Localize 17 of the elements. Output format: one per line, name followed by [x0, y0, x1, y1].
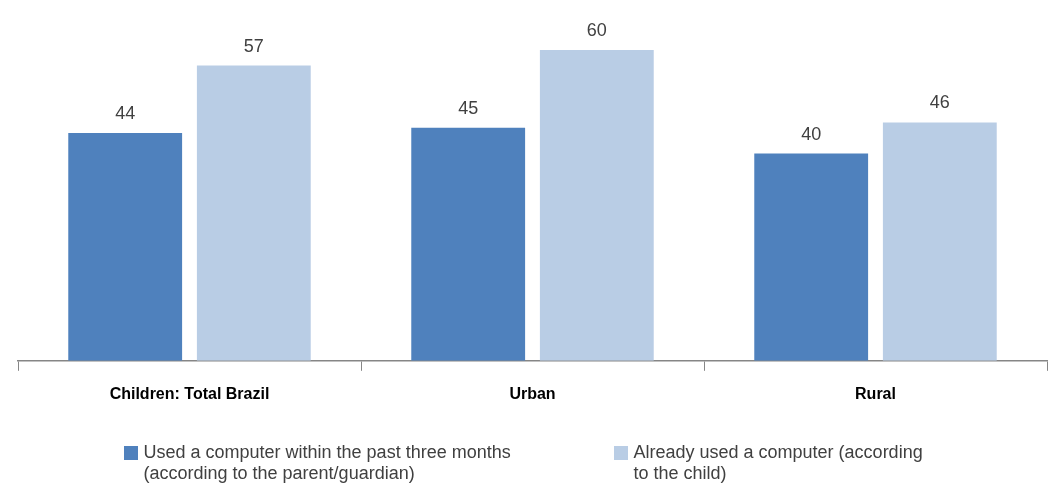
x-tick-label: Rural — [855, 384, 896, 402]
x-tick-label: Urban — [509, 384, 556, 402]
data-label: 46 — [929, 92, 950, 113]
data-label: 60 — [586, 19, 607, 40]
bar — [68, 132, 183, 361]
data-label: 40 — [801, 123, 822, 144]
bar — [539, 50, 654, 361]
data-label: 44 — [115, 102, 136, 123]
bar — [754, 153, 869, 361]
legend-label: Used a computer within the past three months (according to the parent/guardian) — [143, 442, 512, 484]
legend-label: Already used a computer (according to the child) — [633, 442, 924, 484]
bar — [411, 127, 526, 361]
data-label: 57 — [243, 35, 264, 56]
x-tick-label: Children: Total Brazil — [109, 384, 270, 402]
data-label: 45 — [458, 97, 479, 118]
bar — [882, 122, 997, 361]
bar — [196, 65, 311, 361]
